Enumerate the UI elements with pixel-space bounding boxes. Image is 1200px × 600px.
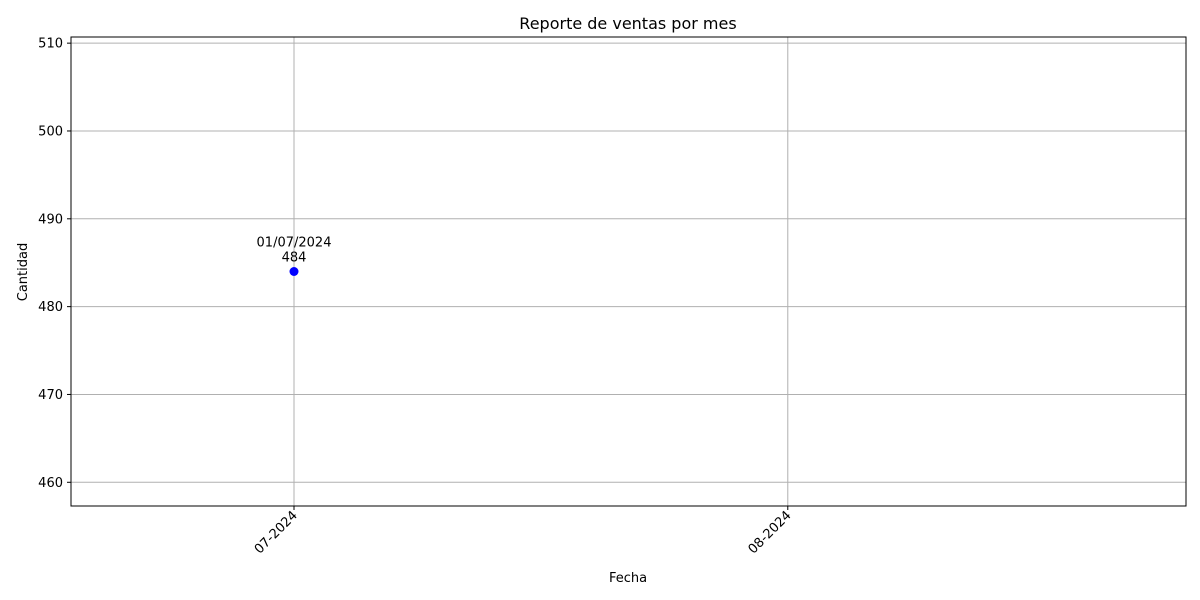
y-tick-label: 480 [38, 300, 63, 315]
data-label: 484 [282, 251, 307, 266]
y-tick-label: 470 [38, 388, 63, 403]
y-tick-label: 510 [38, 37, 63, 52]
data-label: 01/07/2024 [257, 236, 332, 251]
chart-title: Reporte de ventas por mes [519, 14, 736, 33]
data-point [289, 267, 299, 276]
grid [71, 37, 1186, 506]
y-axis-label: Cantidad [16, 243, 31, 301]
data-marks [289, 267, 299, 276]
plot-area-frame [70, 36, 1187, 507]
x-axis-label: Fecha [609, 571, 647, 586]
y-tick-label: 490 [38, 212, 63, 227]
y-tick-label: 460 [38, 476, 63, 491]
y-tick-label: 500 [38, 124, 63, 139]
